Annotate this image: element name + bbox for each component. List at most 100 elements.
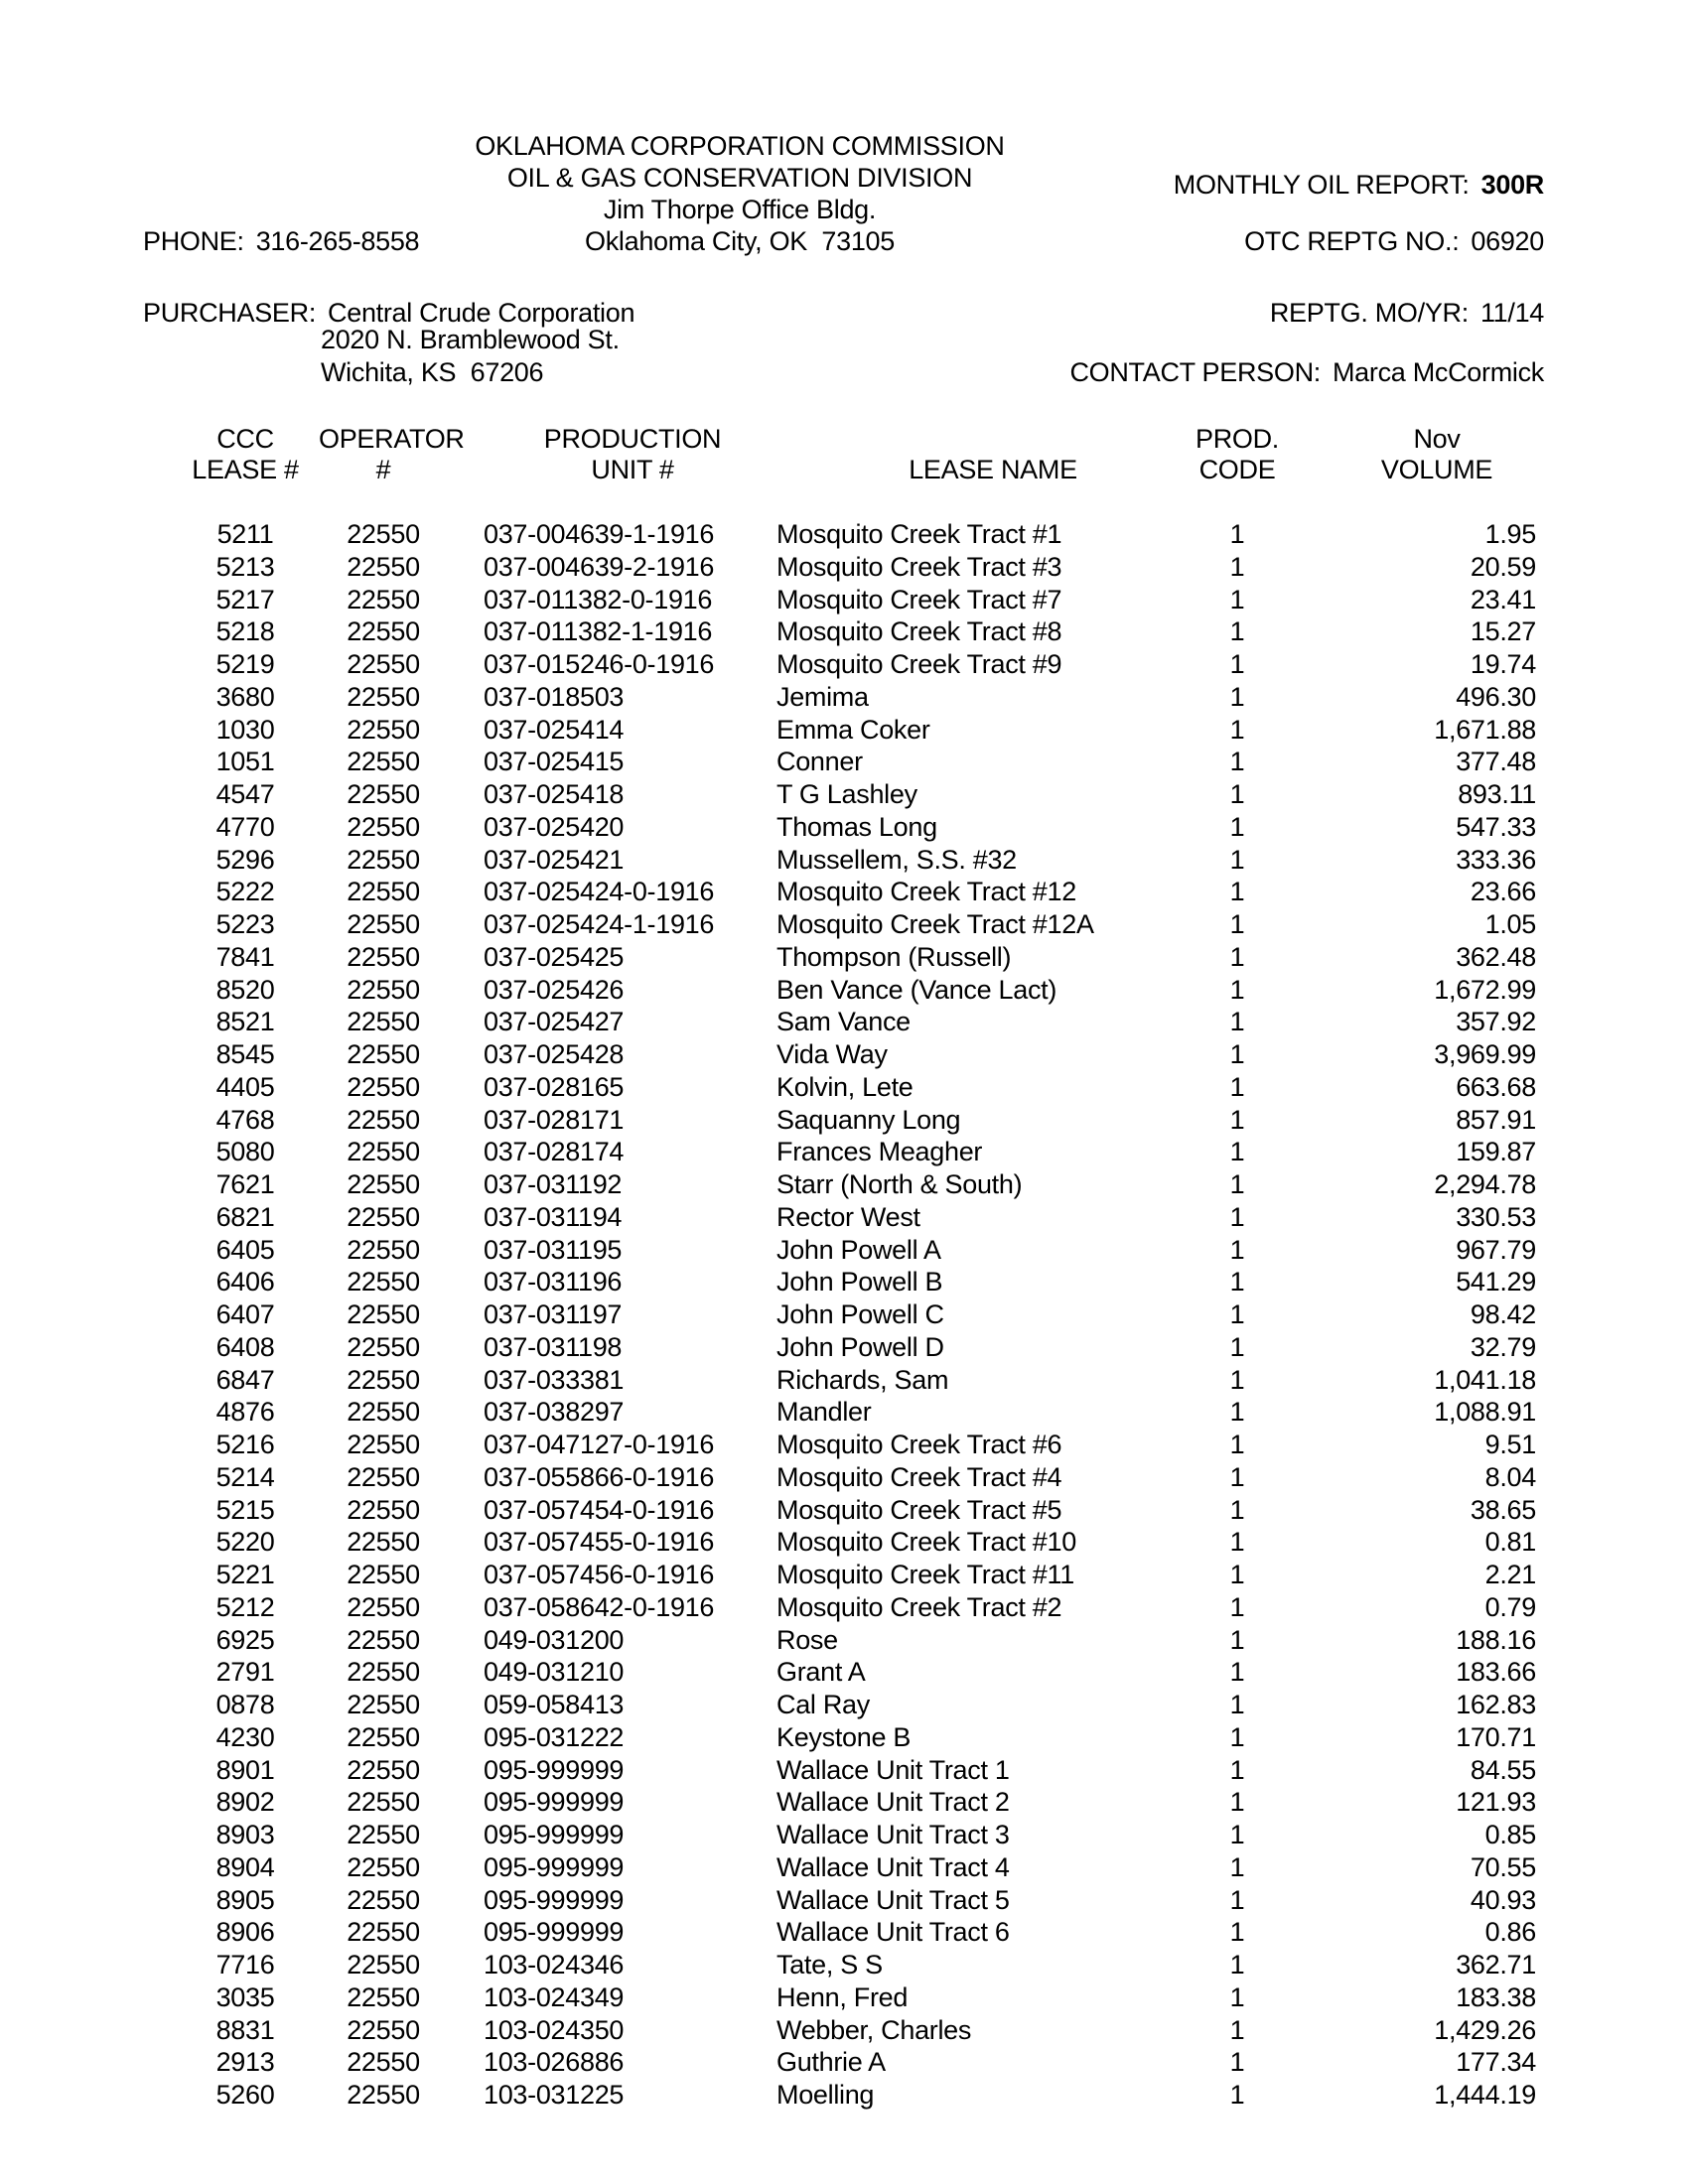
- lease-name-cell: Conner: [776, 747, 863, 777]
- production-unit-cell: 103-024346: [484, 1950, 625, 1979]
- prod-code-cell: 1: [1229, 974, 1245, 1005]
- table-row: 5212 22550 037-058642-0-1916 Mosquito Creek…: [0, 1591, 1688, 1624]
- volume-cell: 121.93: [1456, 1787, 1536, 1818]
- table-row: 0878 22550 059-058413 Cal Ray 1 162.83: [0, 1689, 1688, 1721]
- table-row: 4770 22550 037-025420 Thomas Long 1 547.33: [0, 811, 1688, 844]
- lease-name-cell: Mosquito Creek Tract #11: [776, 1560, 1074, 1589]
- phone-value: 316-265-8558: [255, 226, 420, 256]
- lease-name-cell: Rose: [776, 1624, 838, 1655]
- lease-name-cell: Mosquito Creek Tract #12: [776, 877, 1076, 907]
- table-row: 5260 22550 103-031225 Moelling 1 1,444.19: [0, 2079, 1688, 2112]
- lease-number-cell: 4876: [215, 1397, 275, 1428]
- lease-name-cell: Ben Vance (Vance Lact): [776, 974, 1057, 1005]
- col-header-volume: VOLUME: [1380, 455, 1493, 484]
- lease-name-cell: Mosquito Creek Tract #4: [776, 1461, 1062, 1492]
- lease-name-cell: Mosquito Creek Tract #12A: [776, 909, 1094, 939]
- lease-number-cell: 5080: [215, 1137, 275, 1167]
- production-unit-cell: 037-011382-0-1916: [484, 584, 713, 614]
- lease-name-cell: Jemima: [776, 681, 869, 712]
- volume-cell: 496.30: [1456, 681, 1536, 712]
- production-unit-cell: 037-057455-0-1916: [484, 1527, 715, 1558]
- operator-number-cell: 22550: [347, 1527, 420, 1558]
- prod-code-cell: 1: [1229, 1950, 1245, 1979]
- lease-name-cell: John Powell A: [776, 1234, 941, 1265]
- prod-code-cell: 1: [1229, 844, 1245, 875]
- lease-name-cell: Saquanny Long: [776, 1104, 961, 1135]
- operator-number-cell: 22550: [347, 1917, 420, 1948]
- operator-number-cell: 22550: [347, 616, 420, 647]
- volume-cell: 663.68: [1456, 1071, 1536, 1102]
- operator-number-cell: 22550: [347, 1104, 420, 1135]
- report-type-label: MONTHLY OIL REPORT:: [1173, 170, 1470, 200]
- lease-number-cell: 6405: [215, 1234, 275, 1265]
- lease-number-cell: 6407: [215, 1299, 275, 1329]
- prod-code-cell: 1: [1229, 1787, 1245, 1818]
- production-unit-cell: 103-031225: [484, 2080, 625, 2110]
- prod-code-cell: 1: [1229, 747, 1245, 777]
- operator-number-cell: 22550: [347, 2047, 420, 2078]
- volume-cell: 1,429.26: [1434, 2014, 1536, 2045]
- table-row: 4876 22550 037-038297 Mandler 1 1,088.91: [0, 1396, 1688, 1429]
- table-row: 8905 22550 095-999999 Wallace Unit Tract 5 1…: [0, 1884, 1688, 1917]
- production-unit-cell: 037-025424-0-1916: [484, 877, 715, 907]
- operator-number-cell: 22550: [347, 519, 420, 549]
- operator-number-cell: 22550: [347, 877, 420, 907]
- col-header-code: CODE: [1198, 455, 1276, 484]
- lease-name-cell: Wallace Unit Tract 4: [776, 1851, 1010, 1882]
- reporting-month-value: 11/14: [1479, 298, 1544, 328]
- reporting-month-line: REPTG. MO/YR: 11/14: [1270, 297, 1544, 329]
- production-unit-cell: 095-999999: [484, 1917, 625, 1948]
- volume-cell: 547.33: [1456, 811, 1536, 842]
- volume-cell: 357.92: [1456, 1007, 1536, 1037]
- report-type-value: 300R: [1480, 170, 1545, 200]
- operator-number-cell: 22550: [347, 551, 420, 582]
- operator-number-cell: 22550: [347, 1754, 420, 1785]
- col-header-lease-name: LEASE NAME: [909, 455, 1077, 484]
- table-row: 8902 22550 095-999999 Wallace Unit Tract 2 1…: [0, 1786, 1688, 1819]
- lease-number-cell: 8906: [215, 1917, 275, 1948]
- city-state-zip-line: Oklahoma City, OK 73105: [585, 226, 895, 256]
- table-row: 6408 22550 037-031198 John Powell D 1 32.79: [0, 1331, 1688, 1364]
- lease-name-cell: Mosquito Creek Tract #9: [776, 649, 1062, 679]
- lease-name-cell: Wallace Unit Tract 6: [776, 1917, 1010, 1948]
- volume-cell: 19.74: [1470, 649, 1536, 679]
- operator-number-cell: 22550: [347, 1981, 420, 2012]
- prod-code-cell: 1: [1229, 1299, 1245, 1329]
- lease-number-cell: 5220: [215, 1527, 275, 1558]
- lease-number-cell: 6925: [215, 1624, 275, 1655]
- production-unit-cell: 037-028171: [484, 1104, 625, 1135]
- lease-name-cell: Mosquito Creek Tract #8: [776, 616, 1062, 647]
- lease-number-cell: 3680: [215, 681, 275, 712]
- otc-reptg-line: OTC REPTG NO.: 06920: [1244, 225, 1544, 257]
- lease-name-cell: Mosquito Creek Tract #6: [776, 1430, 1062, 1459]
- volume-cell: 330.53: [1456, 1201, 1536, 1232]
- lease-number-cell: 8545: [215, 1039, 275, 1069]
- volume-cell: 333.36: [1456, 844, 1536, 875]
- table-row: 3035 22550 103-024349 Henn, Fred 1 183.38: [0, 1981, 1688, 2014]
- volume-cell: 893.11: [1458, 779, 1536, 809]
- volume-cell: 3,969.99: [1434, 1039, 1536, 1069]
- volume-cell: 0.81: [1484, 1527, 1537, 1558]
- lease-number-cell: 8901: [215, 1754, 275, 1785]
- production-unit-cell: 037-011382-1-1916: [484, 616, 713, 647]
- prod-code-cell: 1: [1229, 2047, 1245, 2078]
- volume-cell: 541.29: [1456, 1267, 1536, 1297]
- lease-number-cell: 6408: [215, 1331, 275, 1362]
- col-header-operator-number: #: [375, 455, 391, 484]
- production-unit-cell: 095-999999: [484, 1851, 625, 1882]
- lease-number-cell: 5296: [215, 844, 275, 875]
- lease-name-cell: Mosquito Creek Tract #10: [776, 1527, 1076, 1558]
- table-row: 4405 22550 037-028165 Kolvin, Lete 1 663.68: [0, 1071, 1688, 1104]
- prod-code-cell: 1: [1229, 519, 1245, 549]
- volume-cell: 23.41: [1470, 584, 1536, 614]
- lease-number-cell: 5213: [215, 551, 275, 582]
- volume-cell: 188.16: [1456, 1624, 1536, 1655]
- lease-number-cell: 8521: [215, 1007, 275, 1037]
- volume-cell: 84.55: [1470, 1754, 1536, 1785]
- prod-code-cell: 1: [1229, 1851, 1245, 1882]
- operator-number-cell: 22550: [347, 2014, 420, 2045]
- operator-number-cell: 22550: [347, 649, 420, 679]
- prod-code-cell: 1: [1229, 681, 1245, 712]
- operator-number-cell: 22550: [347, 1169, 420, 1199]
- table-row: 3680 22550 037-018503 Jemima 1 496.30: [0, 681, 1688, 714]
